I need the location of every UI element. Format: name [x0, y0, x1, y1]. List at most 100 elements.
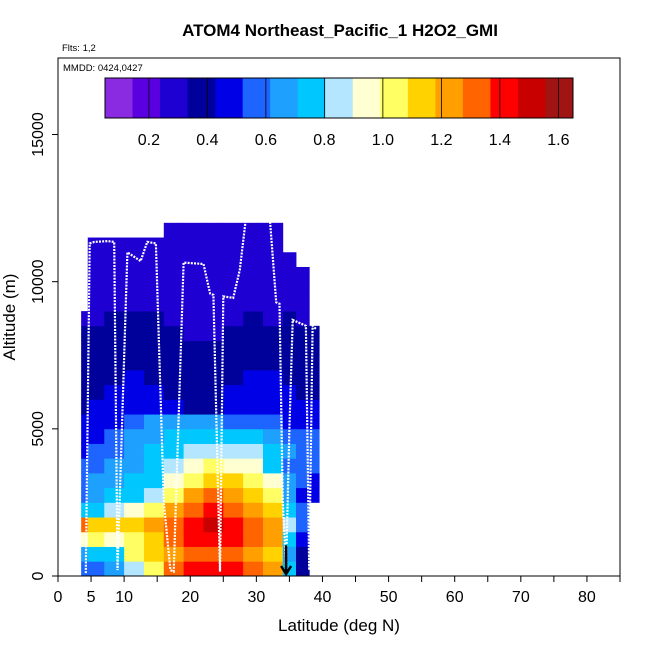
heatmap-cell: [243, 414, 264, 430]
colorbar-segment: [187, 78, 216, 118]
heatmap-cell: [183, 517, 204, 533]
heatmap-cell: [87, 443, 105, 459]
heatmap-cell: [163, 399, 185, 415]
heatmap-cell: [81, 311, 89, 327]
heatmap-cell: [87, 399, 105, 415]
x-tick-label: 40: [314, 589, 332, 606]
heatmap-cell: [223, 487, 244, 503]
heatmap-cell: [143, 443, 165, 459]
heatmap-cell: [282, 340, 297, 356]
heatmap-cell: [262, 311, 284, 327]
heatmap-cell: [183, 355, 204, 371]
heatmap-cell: [183, 414, 204, 430]
heatmap-cell: [163, 502, 185, 518]
heatmap-cell: [262, 531, 284, 547]
heatmap-cell: [143, 531, 165, 547]
x-tick-label: 50: [380, 589, 398, 606]
colorbar-segment: [297, 78, 326, 118]
heatmap-cell: [282, 369, 297, 386]
heatmap-cell: [262, 472, 284, 489]
heatmap-cell: [87, 296, 105, 312]
heatmap-cell: [81, 487, 89, 503]
heatmap-cell: [87, 384, 105, 400]
heatmap-cell: [104, 458, 125, 474]
heatmap-cell: [223, 281, 244, 297]
heatmap-cell: [296, 472, 310, 489]
colorbar-tick-label: 0.8: [313, 132, 335, 149]
heatmap-cell: [296, 355, 310, 371]
heatmap-cell: [104, 502, 125, 518]
heatmap-cell: [143, 472, 165, 489]
heatmap-cell: [143, 546, 165, 562]
heatmap-cell: [223, 428, 244, 444]
colorbar-tick-label: 0.6: [255, 132, 277, 149]
heatmap-cell: [163, 222, 185, 238]
heatmap-cell: [104, 487, 125, 503]
heatmap-cell: [143, 296, 165, 312]
heatmap-cell: [143, 325, 165, 341]
heatmap-cell: [124, 325, 145, 341]
colorbar-segment: [380, 78, 409, 118]
heatmap-cell: [282, 487, 297, 503]
heatmap-cell: [243, 281, 264, 297]
heatmap-cell: [309, 325, 320, 341]
heatmap-cell: [183, 222, 204, 238]
heatmap-cell: [87, 517, 105, 533]
heatmap-cell: [104, 561, 125, 577]
heatmap-cell: [124, 252, 145, 268]
heatmap-cell: [163, 237, 185, 253]
heatmap-cell: [87, 414, 105, 430]
heatmap-cell: [223, 561, 244, 577]
heatmap-cell: [203, 355, 224, 371]
heatmap-cell: [104, 340, 125, 356]
heatmap-cell: [203, 384, 224, 400]
colorbar-segment: [325, 78, 354, 118]
heatmap-cell: [124, 561, 145, 577]
heatmap-cell: [296, 325, 310, 341]
heatmap-cell: [262, 458, 284, 474]
heatmap-cell: [203, 237, 224, 253]
heatmap-cell: [124, 517, 145, 533]
heatmap-cell: [87, 531, 105, 547]
heatmap-cell: [163, 561, 185, 577]
heatmap-cell: [243, 369, 264, 386]
heatmap-cell: [223, 458, 244, 474]
heatmap-cell: [124, 443, 145, 459]
heatmap-cell: [143, 517, 165, 533]
x-tick-label: 0: [54, 589, 63, 606]
heatmap-cell: [143, 428, 165, 444]
heatmap-cell: [183, 369, 204, 386]
heatmap-cell: [104, 399, 125, 415]
heatmap-cell: [81, 384, 89, 400]
heatmap-cell: [87, 546, 105, 562]
heatmap-cell: [296, 266, 310, 283]
heatmap-cell: [296, 487, 310, 503]
heatmap-cell: [309, 472, 320, 489]
heatmap-cell: [104, 384, 125, 400]
heatmap-cell: [124, 399, 145, 415]
heatmap-cell: [163, 266, 185, 283]
heatmap-cell: [243, 487, 264, 503]
heatmap-cell: [243, 237, 264, 253]
heatmap-cell: [296, 281, 310, 297]
heatmap-cell: [81, 399, 89, 415]
heatmap-cell: [124, 458, 145, 474]
heatmap-cell: [262, 487, 284, 503]
heatmap-cell: [262, 414, 284, 430]
heatmap-cell: [183, 266, 204, 283]
heatmap-cell: [183, 487, 204, 503]
heatmap-cell: [243, 311, 264, 327]
heatmap-cell: [87, 340, 105, 356]
heatmap-cell: [203, 311, 224, 327]
heatmap-cell: [104, 546, 125, 562]
heatmap-cell: [87, 428, 105, 444]
x-tick-label: 60: [446, 589, 464, 606]
heatmap-cell: [163, 384, 185, 400]
x-axis-label: Latitude (deg N): [278, 616, 400, 635]
heatmap-cell: [223, 531, 244, 547]
heatmap-cell: [309, 355, 320, 371]
heatmap-cell: [87, 561, 105, 577]
heatmap-cell: [81, 340, 89, 356]
x-tick-label: 80: [578, 589, 596, 606]
heatmap-cell: [296, 296, 310, 312]
